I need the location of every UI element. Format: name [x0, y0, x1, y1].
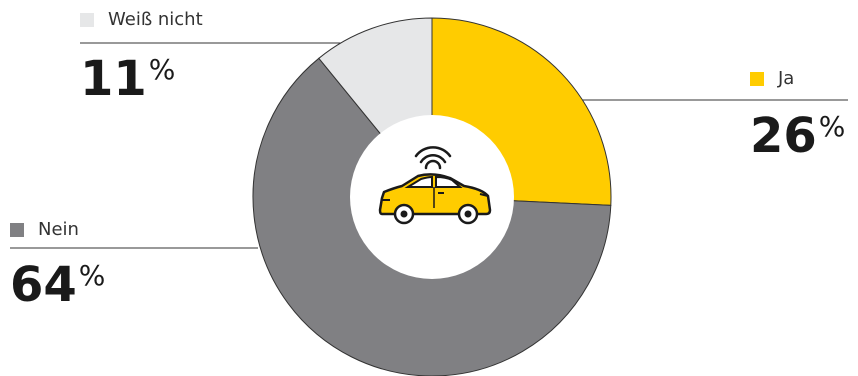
legend-weiss-nicht: Weiß nicht	[80, 9, 203, 30]
connected-car-icon	[378, 146, 492, 225]
value-unit-ja: %	[818, 110, 846, 143]
legend-nein: Nein	[10, 219, 79, 240]
legend-swatch-ja	[750, 71, 764, 86]
legend-swatch-nein	[10, 222, 24, 237]
value-label-ja: 26 %	[750, 108, 846, 164]
legend-label-weiss-nicht: Weiß nicht	[108, 9, 203, 30]
value-unit-nein: %	[78, 259, 106, 292]
value-number-weiss-nicht: 11	[80, 51, 147, 107]
value-number-ja: 26	[750, 108, 817, 164]
legend-swatch-weiss-nicht	[80, 12, 94, 27]
value-label-nein: 64 %	[10, 257, 106, 313]
value-number-nein: 64	[10, 257, 77, 313]
value-label-weiss-nicht: 11 %	[80, 51, 176, 107]
legend-label-ja: Ja	[778, 68, 795, 89]
legend-label-nein: Nein	[38, 219, 79, 240]
legend-ja: Ja	[750, 68, 794, 89]
value-unit-weiss-nicht: %	[148, 53, 176, 86]
